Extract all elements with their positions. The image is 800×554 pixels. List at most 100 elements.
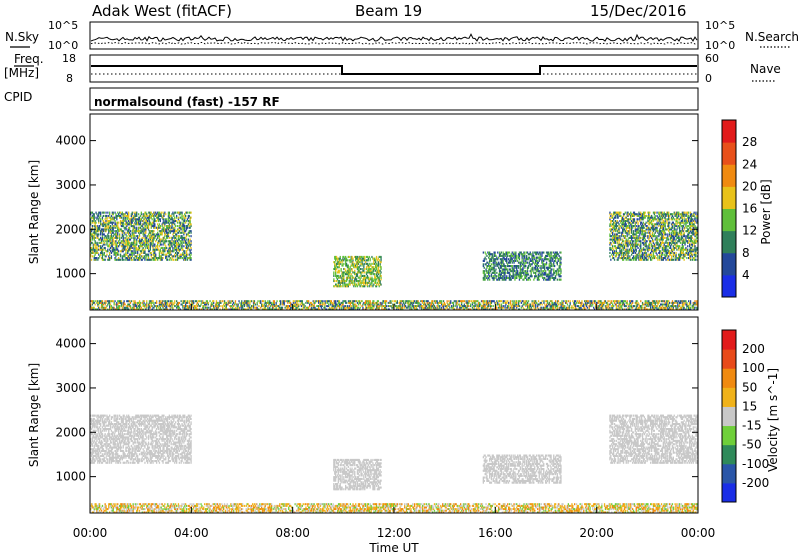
power-cell (111, 221, 113, 224)
power-cell (339, 262, 341, 265)
power-cell (123, 213, 125, 216)
power-cell (108, 231, 110, 234)
power-cell (176, 228, 179, 231)
power-cell (550, 268, 552, 271)
power-cell (118, 230, 120, 233)
power-cell (372, 285, 374, 288)
power-cell (640, 240, 642, 243)
power-cell (147, 211, 150, 214)
power-cell (667, 233, 669, 236)
power-cell (187, 241, 189, 244)
power-cell (378, 259, 380, 262)
power-cell (675, 251, 677, 254)
power-cell (181, 246, 183, 249)
power-cell (183, 253, 185, 256)
power-cell (147, 241, 149, 244)
power-cell (109, 226, 111, 229)
power-cell (333, 268, 335, 271)
power-cell (162, 218, 164, 221)
power-cell (159, 225, 161, 228)
power-cell (129, 235, 132, 238)
power-cell (348, 281, 350, 284)
power-cell (350, 268, 352, 271)
power-cell (187, 214, 189, 217)
power-cell (176, 248, 178, 251)
power-cell (693, 211, 695, 214)
power-cell (527, 256, 530, 259)
power-cell (99, 255, 101, 258)
power-cell (168, 236, 170, 239)
power-cell (362, 278, 364, 281)
power-cell (549, 261, 551, 264)
power-cell (117, 245, 119, 248)
power-cell (535, 258, 538, 261)
power-cell (154, 213, 156, 216)
power-cell (537, 256, 539, 259)
power-cell (547, 275, 549, 278)
power-cell (117, 223, 119, 226)
power-cell (90, 233, 92, 236)
power-cell (363, 285, 365, 288)
power-cell (98, 213, 100, 216)
power-cell (139, 243, 142, 246)
power-cell (370, 285, 372, 288)
power-cell (521, 256, 523, 259)
power-cell (530, 273, 532, 276)
power-cell (139, 214, 142, 217)
power-cell (502, 251, 504, 254)
power-cell (166, 228, 168, 231)
power-cell (126, 241, 128, 244)
power-cell (190, 230, 192, 233)
power-cell (146, 245, 148, 248)
power-cell (492, 263, 494, 266)
power-cell (169, 250, 171, 253)
power-cell (487, 275, 489, 278)
power-cell (179, 236, 181, 239)
power-cell (334, 268, 336, 271)
power-cell (335, 285, 338, 288)
power-cell (526, 273, 529, 276)
power-cell (341, 280, 343, 283)
power-cell (375, 255, 378, 258)
power-cell (158, 236, 161, 239)
power-cell (160, 243, 162, 246)
power-cell (150, 253, 152, 256)
power-cell (520, 275, 522, 278)
power-cell (162, 223, 164, 226)
power-cell (152, 246, 154, 249)
power-cell (125, 231, 127, 234)
power-cell (181, 218, 183, 221)
power-cell (377, 264, 379, 267)
power-cell (109, 246, 112, 249)
power-cell (556, 278, 558, 281)
power-cell (163, 236, 165, 239)
power-cell (112, 240, 114, 243)
power-cell (162, 214, 164, 217)
power-cell (151, 257, 153, 260)
power-cell (171, 216, 173, 219)
power-cell (148, 258, 151, 261)
power-cell (177, 245, 180, 248)
power-cell (497, 278, 499, 281)
power-cell (100, 223, 103, 226)
power-cell (94, 243, 96, 246)
power-cell (121, 220, 123, 223)
power-cell (543, 263, 545, 266)
power-cell (491, 276, 493, 279)
power-cell (333, 273, 335, 276)
power-cell (502, 253, 504, 256)
power-cell (128, 246, 131, 249)
power-cell (170, 230, 172, 233)
power-cell (166, 258, 169, 261)
power-cell (366, 281, 369, 284)
power-cell (121, 243, 123, 246)
power-cell (352, 271, 354, 274)
power-cell (113, 236, 115, 239)
power-cell (518, 273, 521, 276)
power-cell (106, 250, 108, 253)
power-cell (100, 223, 102, 226)
power-cell (162, 250, 164, 253)
power-cell (536, 268, 539, 271)
power-cell (147, 218, 150, 221)
power-cell (106, 225, 108, 228)
